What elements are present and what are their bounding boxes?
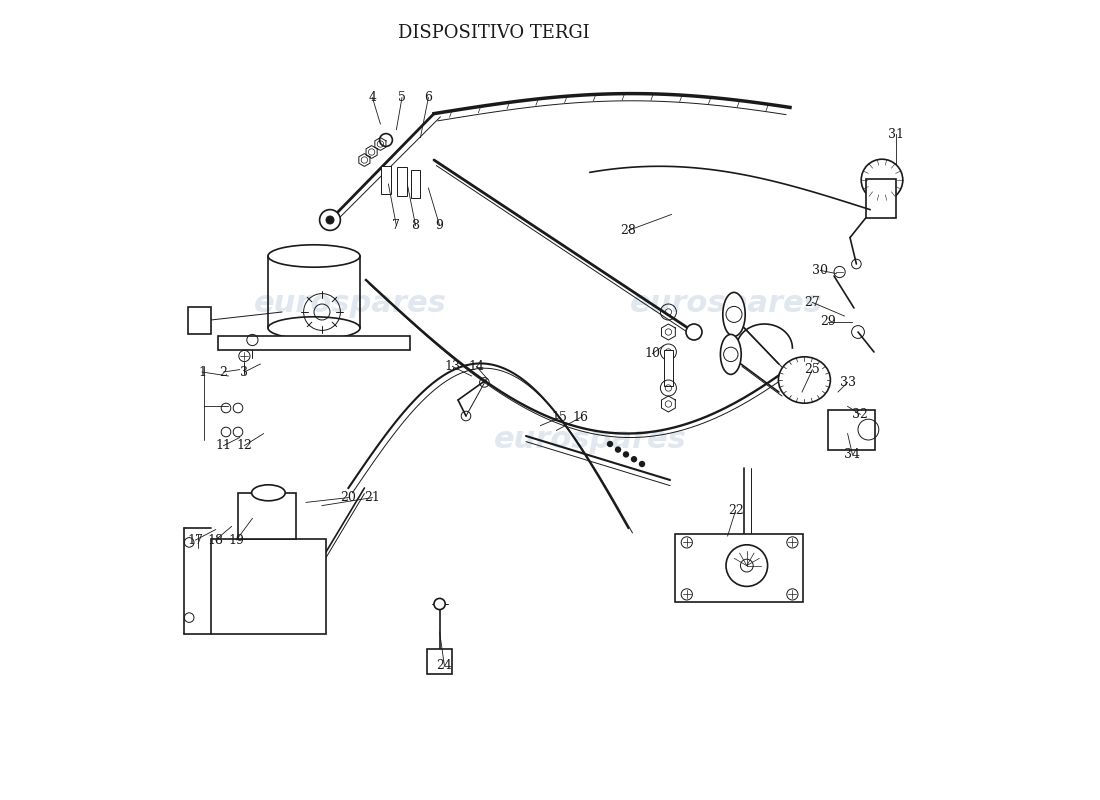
- Circle shape: [326, 216, 334, 224]
- Circle shape: [630, 456, 637, 462]
- Circle shape: [320, 210, 340, 230]
- Polygon shape: [359, 154, 370, 166]
- Circle shape: [615, 446, 622, 453]
- Bar: [866, 179, 896, 218]
- Text: 27: 27: [804, 296, 821, 309]
- Text: 33: 33: [839, 376, 856, 389]
- Text: 22: 22: [728, 504, 744, 517]
- Text: 29: 29: [821, 315, 836, 328]
- Text: 7: 7: [393, 219, 400, 232]
- Ellipse shape: [720, 334, 741, 374]
- Text: 16: 16: [572, 411, 588, 424]
- Text: 25: 25: [804, 363, 821, 376]
- Text: 19: 19: [229, 534, 244, 546]
- Text: 18: 18: [208, 534, 223, 546]
- Text: 3: 3: [241, 366, 249, 378]
- Text: 14: 14: [469, 360, 484, 373]
- Text: 34: 34: [845, 448, 860, 461]
- Polygon shape: [375, 138, 386, 150]
- Text: 21: 21: [364, 491, 381, 504]
- Circle shape: [379, 134, 393, 146]
- Text: 1: 1: [198, 366, 206, 378]
- Circle shape: [639, 461, 646, 467]
- Ellipse shape: [723, 293, 745, 337]
- Bar: [238, 493, 296, 539]
- Text: 13: 13: [444, 360, 461, 373]
- Text: 5: 5: [398, 91, 406, 104]
- Circle shape: [740, 559, 754, 572]
- Text: DISPOSITIVO TERGI: DISPOSITIVO TERGI: [398, 24, 590, 42]
- Bar: [828, 410, 874, 450]
- Text: 12: 12: [236, 439, 252, 452]
- Ellipse shape: [252, 485, 285, 501]
- Text: 15: 15: [552, 411, 568, 424]
- Circle shape: [434, 598, 446, 610]
- Bar: [410, 170, 420, 198]
- Text: 2: 2: [220, 366, 228, 378]
- Text: 11: 11: [216, 439, 232, 452]
- Text: 17: 17: [188, 534, 204, 546]
- Bar: [188, 307, 211, 334]
- Bar: [211, 539, 326, 634]
- Text: eurospares: eurospares: [494, 426, 686, 454]
- Bar: [674, 534, 803, 602]
- Text: 30: 30: [813, 264, 828, 277]
- Text: 10: 10: [645, 347, 660, 360]
- Circle shape: [623, 451, 629, 458]
- Text: 20: 20: [341, 491, 356, 504]
- Bar: [427, 649, 452, 674]
- Text: 8: 8: [411, 219, 419, 232]
- Circle shape: [686, 324, 702, 340]
- Text: 24: 24: [437, 659, 452, 672]
- Text: 9: 9: [436, 219, 443, 232]
- Text: 4: 4: [368, 91, 376, 104]
- Bar: [663, 350, 673, 386]
- Polygon shape: [661, 396, 675, 412]
- Bar: [218, 336, 410, 350]
- Text: 32: 32: [852, 408, 868, 421]
- Bar: [382, 166, 390, 194]
- Text: 31: 31: [888, 128, 903, 141]
- Ellipse shape: [779, 357, 830, 403]
- Text: eurospares: eurospares: [254, 290, 447, 318]
- Text: eurospares: eurospares: [629, 290, 823, 318]
- Circle shape: [607, 441, 613, 447]
- Polygon shape: [661, 324, 675, 340]
- Text: 6: 6: [425, 91, 432, 104]
- Bar: [397, 167, 407, 196]
- Text: 28: 28: [620, 224, 636, 237]
- Polygon shape: [366, 146, 377, 158]
